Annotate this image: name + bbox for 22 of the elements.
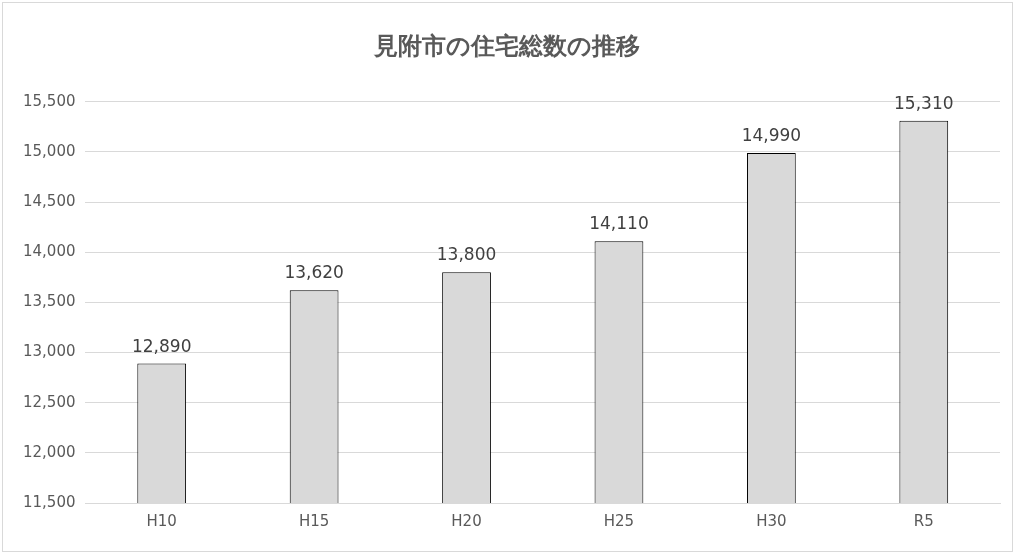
data-label: 14,990 [741,124,802,145]
x-tick-label: H20 [451,511,482,530]
data-label: 13,620 [284,262,344,283]
y-tick-label: 14,000 [22,242,76,261]
y-tick-label: 12,500 [22,392,76,411]
x-tick-label: H10 [146,511,177,530]
data-label: 13,800 [436,244,497,265]
x-tick-label: R5 [913,511,934,530]
data-label: 12,890 [131,335,192,356]
y-tick-label: 14,500 [22,191,76,210]
y-tick-label: 15,000 [22,141,76,160]
y-tick-label: 11,500 [22,492,76,511]
x-tick-label: H15 [298,511,330,530]
data-label: 14,110 [589,213,649,234]
y-tick-label: 15,500 [22,91,76,110]
y-tick-label: 12,000 [22,442,76,461]
x-tick-label: H30 [756,511,787,530]
x-tick-label: H25 [603,511,635,530]
chart-title: 見附市の住宅総数の推移 [372,31,640,60]
data-label: 15,310 [894,92,954,113]
y-tick-label: 13,500 [22,292,76,311]
y-tick-label: 13,000 [22,342,76,361]
